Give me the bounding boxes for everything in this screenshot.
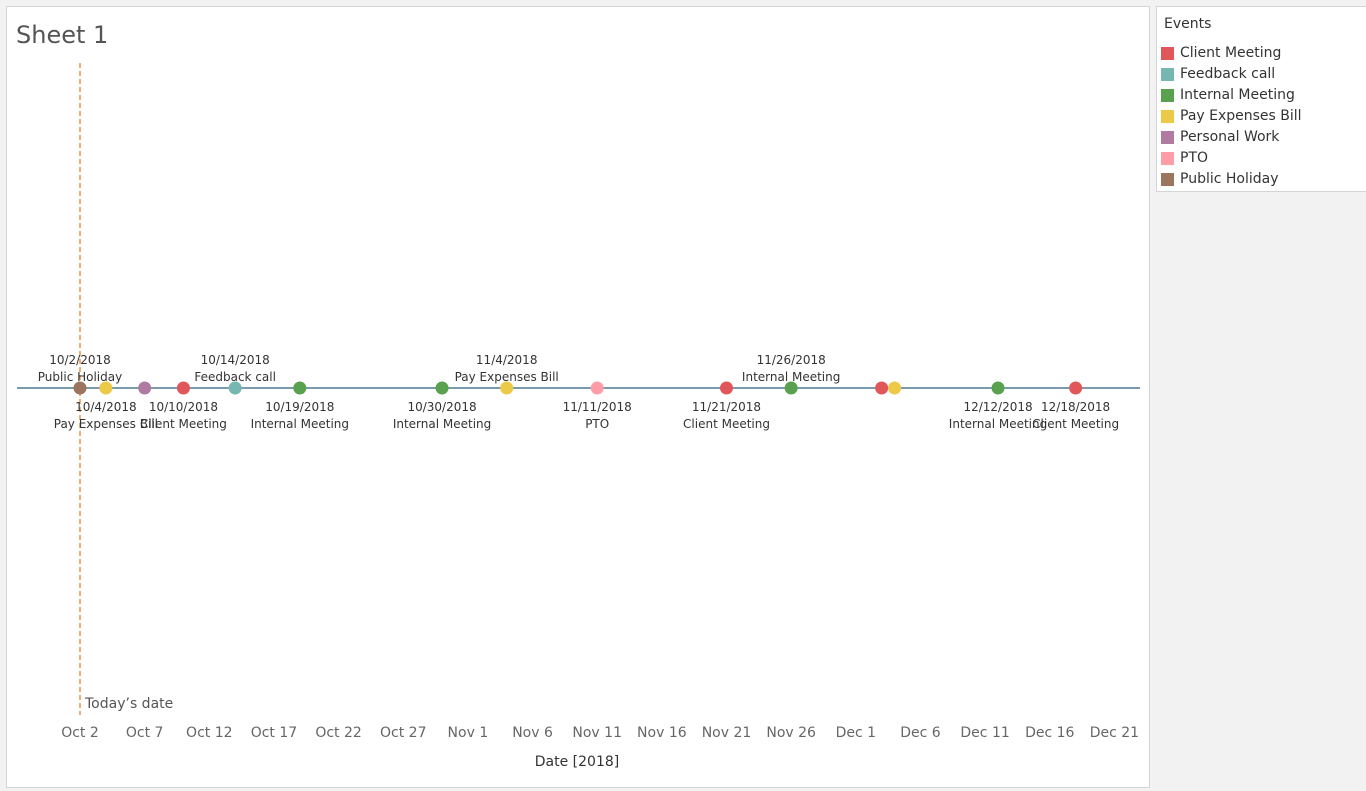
legend-label: Feedback call: [1180, 66, 1276, 82]
legend-label: Personal Work: [1180, 129, 1280, 145]
x-tick-label: Oct 17: [251, 725, 297, 741]
event-name-label: Client Meeting: [140, 417, 227, 431]
x-tick-label: Oct 7: [126, 725, 164, 741]
legend-label: Pay Expenses Bill: [1180, 108, 1302, 124]
x-tick-label: Dec 16: [1025, 725, 1074, 741]
event-name-label: Feedback call: [194, 370, 276, 384]
x-tick-label: Oct 22: [315, 725, 361, 741]
x-tick-label: Dec 1: [836, 725, 876, 741]
x-axis-title: Date [2018]: [535, 754, 619, 770]
x-tick-label: Dec 11: [960, 725, 1009, 741]
event-date-label: 10/2/2018: [49, 353, 111, 367]
event-name-label: Public Holiday: [38, 370, 122, 384]
event-name-label: PTO: [585, 417, 609, 431]
event-marker[interactable]: [99, 381, 113, 395]
event-date-label: 12/12/2018: [963, 400, 1032, 414]
legend-label: Internal Meeting: [1180, 87, 1295, 103]
timeline-chart: Today’s date 10/2/2018 Public Holiday 10/4/…: [17, 63, 1140, 770]
event-date-label: 12/18/2018: [1041, 400, 1110, 414]
legend-item[interactable]: Internal Meeting: [1161, 85, 1361, 105]
legend-swatch: [1161, 88, 1174, 102]
sheet-panel: Sheet 1 Today’s date 10/2/2018 Public Holi…: [6, 6, 1150, 788]
event-marker[interactable]: [720, 381, 733, 395]
event-marker[interactable]: [991, 381, 1005, 395]
event-marker[interactable]: [500, 381, 514, 395]
legend-title: Events: [1164, 16, 1212, 32]
legend-swatch: [1161, 130, 1174, 144]
legend-panel: Events Client Meeting Feedback call Intern…: [1156, 6, 1366, 192]
legend-item[interactable]: Feedback call: [1161, 64, 1361, 84]
event-marker[interactable]: [1069, 381, 1083, 395]
legend-item[interactable]: Pay Expenses Bill: [1161, 106, 1361, 126]
legend-swatch: [1161, 67, 1174, 81]
legend-item[interactable]: PTO: [1161, 148, 1361, 168]
event-date-label: 10/30/2018: [407, 400, 476, 414]
legend-swatch: [1161, 172, 1174, 186]
event-marker[interactable]: [138, 381, 152, 395]
event-name-label: Pay Expenses Bill: [455, 370, 559, 384]
event-marker[interactable]: [73, 381, 87, 395]
event-name-label: Client Meeting: [683, 417, 770, 431]
event-marker[interactable]: [888, 381, 902, 395]
event-date-label: 11/26/2018: [757, 353, 826, 367]
event-marker[interactable]: [293, 381, 307, 395]
x-tick-label: Oct 2: [61, 725, 99, 741]
event-date-label: 10/19/2018: [265, 400, 334, 414]
x-tick-label: Oct 27: [380, 725, 426, 741]
event-name-label: Internal Meeting: [393, 417, 491, 431]
event-date-label: 10/10/2018: [149, 400, 218, 414]
event-name-label: Internal Meeting: [251, 417, 349, 431]
x-tick-label: Nov 26: [766, 725, 816, 741]
legend-label: Public Holiday: [1180, 171, 1279, 187]
event-date-label: 11/4/2018: [476, 353, 538, 367]
event-name-label: Pay Expenses Bill: [54, 417, 158, 431]
legend-label: Client Meeting: [1180, 45, 1282, 61]
event-date-label: 10/14/2018: [201, 353, 270, 367]
event-name-label: Client Meeting: [1032, 417, 1119, 431]
event-date-label: 10/4/2018: [75, 400, 137, 414]
legend-item[interactable]: Personal Work: [1161, 127, 1361, 147]
event-marker[interactable]: [435, 381, 449, 395]
event-marker[interactable]: [784, 381, 798, 395]
legend-swatch: [1161, 46, 1174, 60]
x-tick-label: Oct 12: [186, 725, 232, 741]
event-marker[interactable]: [875, 381, 889, 395]
event-name-label: Internal Meeting: [742, 370, 840, 384]
x-tick-label: Dec 21: [1090, 725, 1139, 741]
x-tick-label: Nov 16: [637, 725, 687, 741]
legend-item[interactable]: Client Meeting: [1161, 43, 1361, 63]
today-reference-label: Today’s date: [84, 696, 173, 712]
event-marker[interactable]: [590, 381, 604, 395]
x-tick-label: Dec 6: [900, 725, 941, 741]
legend-swatch: [1161, 109, 1174, 123]
event-date-label: 11/11/2018: [563, 400, 632, 414]
legend-label: PTO: [1180, 150, 1209, 166]
event-marker[interactable]: [176, 381, 190, 395]
event-date-label: 11/21/2018: [692, 400, 761, 414]
x-tick-label: Nov 21: [702, 725, 752, 741]
event-marker[interactable]: [228, 381, 242, 395]
legend-item[interactable]: Public Holiday: [1161, 169, 1361, 189]
x-tick-label: Nov 6: [512, 725, 553, 741]
event-name-label: Internal Meeting: [949, 417, 1047, 431]
x-tick-label: Nov 1: [448, 725, 489, 741]
x-tick-label: Nov 11: [572, 725, 622, 741]
legend-swatch: [1161, 151, 1174, 165]
sheet-title: Sheet 1: [16, 21, 109, 49]
